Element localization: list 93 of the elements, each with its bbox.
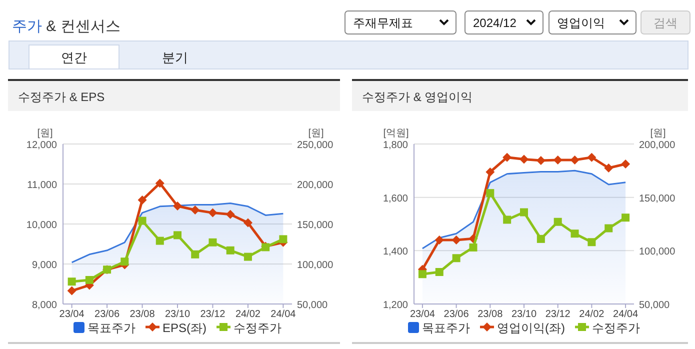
point (434, 236, 444, 244)
point (174, 231, 182, 240)
y2-axis-title: [원] (308, 128, 324, 139)
point (486, 189, 494, 198)
chart-title: 수정주가 & EPS (18, 90, 105, 104)
y-tick-label: 1,800 (382, 140, 408, 151)
x-tick-label: 23/10 (511, 309, 537, 320)
y-tick-label: 10,000 (26, 220, 58, 231)
y-tick-label: 9,000 (32, 260, 58, 271)
x-tick-label: 23/06 (444, 309, 470, 320)
y-tick-label: 1,400 (382, 246, 408, 258)
point (208, 208, 218, 218)
point (503, 216, 512, 224)
text: 주가 & 컨센서스 (12, 18, 120, 35)
text: 영업이익 (557, 16, 605, 30)
point (452, 236, 461, 244)
x-tick-label: 23/12 (545, 309, 571, 320)
y2-tick-label: 200,000 (639, 140, 676, 151)
x-tick-label: 24/04 (270, 309, 296, 320)
point (536, 234, 545, 243)
legend-label: 목표주가 (422, 321, 470, 335)
x-tick-label: 24/02 (235, 309, 261, 320)
point (604, 164, 614, 172)
y2-tick-label: 150,000 (639, 193, 676, 204)
point (520, 154, 528, 164)
legend-label: 수정주가 (592, 321, 640, 335)
point (173, 202, 182, 210)
point (208, 238, 217, 246)
point (570, 156, 580, 164)
point (155, 178, 164, 188)
point (138, 196, 147, 204)
point (588, 238, 596, 246)
y2-axis-title: [원] (650, 128, 666, 139)
y2-tick-label: 50,000 (639, 300, 670, 311)
point (435, 268, 444, 276)
point (138, 216, 146, 225)
x-tick-label: 23/08 (478, 309, 504, 320)
y-axis-title: [억원] (383, 128, 409, 139)
y2-tick-label: 250,000 (297, 140, 334, 151)
legend-label: EPS(좌) (162, 321, 207, 335)
point (621, 160, 630, 168)
y-tick-label: 1,600 (382, 193, 408, 204)
y-tick-label: 8,000 (32, 300, 58, 311)
legend-label: 목표주가 (87, 321, 136, 335)
x-tick-label: 23/06 (94, 309, 120, 320)
point (622, 214, 630, 222)
legend-label: 수정주가 (234, 321, 282, 335)
point (554, 218, 562, 226)
point (226, 210, 235, 219)
x-tick-label: 24/02 (579, 309, 605, 320)
text: 분기 (162, 50, 188, 65)
x-tick-label: 23/12 (200, 309, 226, 320)
y2-tick-label: 100,000 (639, 246, 676, 258)
point (520, 208, 528, 216)
point (156, 236, 164, 245)
point (226, 246, 234, 254)
y2-tick-label: 150,000 (297, 220, 334, 231)
y2-tick-label: 100,000 (297, 260, 334, 271)
x-tick-label: 23/08 (130, 309, 156, 320)
y2-tick-label: 200,000 (297, 180, 334, 191)
point (191, 250, 200, 258)
legend-label: 영업이익(좌) (497, 321, 565, 335)
chart-title: 수정주가 & 영업이익 (362, 90, 473, 104)
text: 연간 (61, 50, 87, 65)
point (190, 206, 200, 214)
point (604, 224, 613, 232)
text: 주재무제표 (353, 16, 413, 30)
point (553, 156, 562, 164)
y-axis-title: [원] (37, 128, 53, 139)
point (279, 235, 288, 244)
point (502, 152, 512, 162)
x-tick-label: 23/04 (410, 309, 436, 320)
point (418, 270, 426, 278)
x-tick-label: 23/10 (164, 309, 190, 320)
point (469, 243, 478, 252)
point (120, 258, 129, 266)
y-tick-label: 12,000 (26, 140, 58, 151)
point (85, 276, 94, 284)
x-tick-label: 24/04 (613, 309, 638, 320)
point (244, 252, 252, 261)
point (486, 168, 495, 176)
y-tick-label: 11,000 (27, 180, 58, 191)
point (587, 152, 596, 162)
point (67, 286, 76, 296)
point (452, 254, 460, 262)
text: 2024/12 (473, 16, 517, 30)
y-tick-label: 1,200 (382, 300, 408, 311)
x-tick-label: 23/04 (59, 309, 85, 320)
y2-tick-label: 50,000 (297, 300, 328, 311)
text: 검색 (654, 16, 678, 30)
point (68, 278, 76, 286)
point (570, 230, 579, 238)
point (243, 218, 252, 228)
